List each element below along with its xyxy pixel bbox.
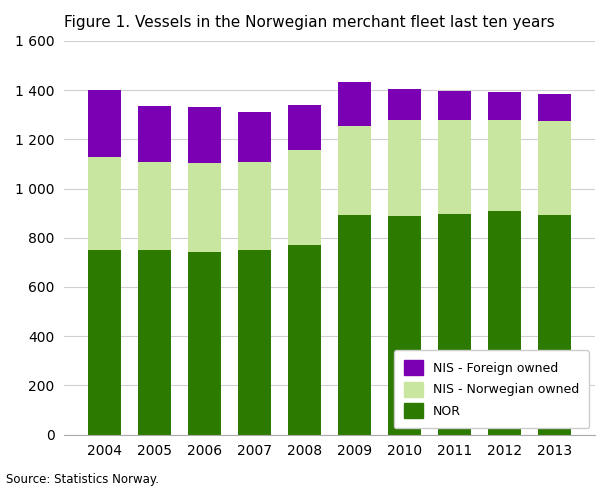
Bar <box>138 249 171 435</box>
Bar <box>339 215 371 435</box>
Bar <box>239 249 271 435</box>
Bar <box>138 162 171 249</box>
Bar <box>539 215 571 435</box>
Bar <box>489 120 521 211</box>
Bar <box>539 121 571 215</box>
Bar <box>439 214 471 435</box>
Bar <box>239 162 271 249</box>
Bar <box>489 92 521 120</box>
Bar <box>188 107 221 163</box>
Bar <box>188 163 221 252</box>
Bar <box>439 120 471 214</box>
Bar <box>339 82 371 126</box>
Text: Source: Statistics Norway.: Source: Statistics Norway. <box>6 472 159 486</box>
Bar <box>389 89 421 121</box>
Legend: NIS - Foreign owned, NIS - Norwegian owned, NOR: NIS - Foreign owned, NIS - Norwegian own… <box>393 350 589 428</box>
Bar <box>289 105 321 150</box>
Bar <box>188 252 221 435</box>
Bar <box>138 106 171 162</box>
Bar <box>289 150 321 245</box>
Bar <box>289 245 321 435</box>
Bar <box>439 91 471 120</box>
Bar <box>88 250 121 435</box>
Bar <box>539 94 571 121</box>
Bar <box>339 126 371 215</box>
Text: Figure 1. Vessels in the Norwegian merchant fleet last ten years: Figure 1. Vessels in the Norwegian merch… <box>64 15 555 30</box>
Bar <box>389 216 421 435</box>
Bar <box>489 211 521 435</box>
Bar <box>88 157 121 250</box>
Bar <box>389 121 421 216</box>
Bar <box>239 112 271 162</box>
Bar <box>88 90 121 157</box>
